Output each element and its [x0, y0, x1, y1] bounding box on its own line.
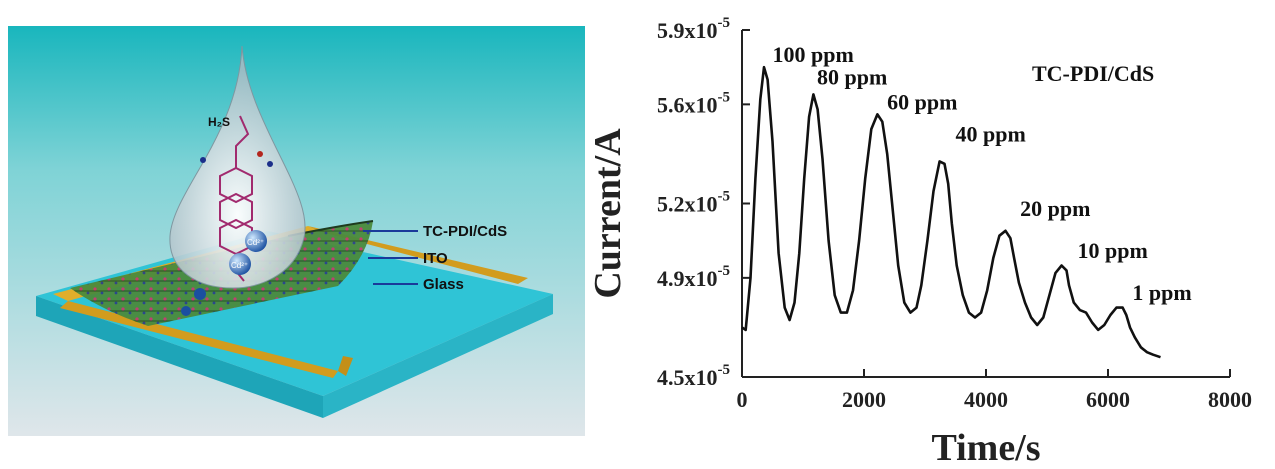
- ion-dot: [194, 288, 206, 300]
- cd-ion: Cd²⁺: [229, 253, 251, 275]
- molecule-atom: [267, 161, 273, 167]
- x-tick-label: 0: [737, 387, 748, 412]
- layer-callouts: TC-PDI/CdS ITO Glass: [363, 223, 507, 293]
- cd-ion-label: Cd²⁺: [247, 238, 264, 247]
- y-tick-label: 5.2x10-5: [657, 189, 730, 217]
- y-tick-label: 4.9x10-5: [657, 263, 730, 291]
- peak-label: 100 ppm: [773, 42, 854, 67]
- series-line: [741, 65, 1161, 359]
- peak-label: 20 ppm: [1020, 196, 1090, 221]
- peak-label: 40 ppm: [956, 122, 1026, 147]
- peak-label: 60 ppm: [887, 89, 957, 114]
- y-tick-label: 5.6x10-5: [657, 89, 730, 117]
- cd-ion-label: Cd²⁺: [231, 261, 248, 270]
- x-tick-label: 6000: [1086, 387, 1130, 412]
- plot-frame: [741, 30, 1230, 378]
- x-tick-label: 8000: [1208, 387, 1252, 412]
- molecule-atom: [200, 157, 206, 163]
- layer-label-ito: ITO: [423, 250, 448, 267]
- device-schematic: H₂S Cd²⁺ Cd²⁺ TC-PDI/CdS ITO Glass: [8, 26, 585, 436]
- molecule-atom: [257, 151, 263, 157]
- analyte-label: H₂S: [208, 115, 230, 129]
- y-axis-ticks: 4.5x10-5 4.9x10-5 5.2x10-5 5.6x10-5 5.9x10-5: [657, 15, 750, 390]
- x-tick-label: 2000: [842, 387, 886, 412]
- y-axis-title: Current/A: [590, 128, 629, 299]
- ion-dot: [181, 306, 191, 316]
- x-tick-label: 4000: [964, 387, 1008, 412]
- x-axis-ticks: 0 2000 4000 6000 8000: [737, 369, 1252, 412]
- legend-label: TC-PDI/CdS: [1032, 61, 1154, 86]
- cd-ion: Cd²⁺: [245, 230, 267, 252]
- layer-label-glass: Glass: [423, 276, 464, 293]
- peak-label: 80 ppm: [817, 65, 887, 90]
- peak-label: 10 ppm: [1078, 238, 1148, 263]
- analyte-droplet: H₂S: [169, 45, 306, 289]
- y-tick-label: 5.9x10-5: [657, 15, 730, 43]
- x-axis-title: Time/s: [931, 427, 1040, 469]
- layer-label-film: TC-PDI/CdS: [423, 223, 507, 240]
- y-tick-label: 4.5x10-5: [657, 362, 730, 390]
- current-time-chart: 4.5x10-5 4.9x10-5 5.2x10-5 5.6x10-5 5.9x10-5…: [590, 15, 1252, 469]
- peak-label: 1 ppm: [1132, 280, 1191, 305]
